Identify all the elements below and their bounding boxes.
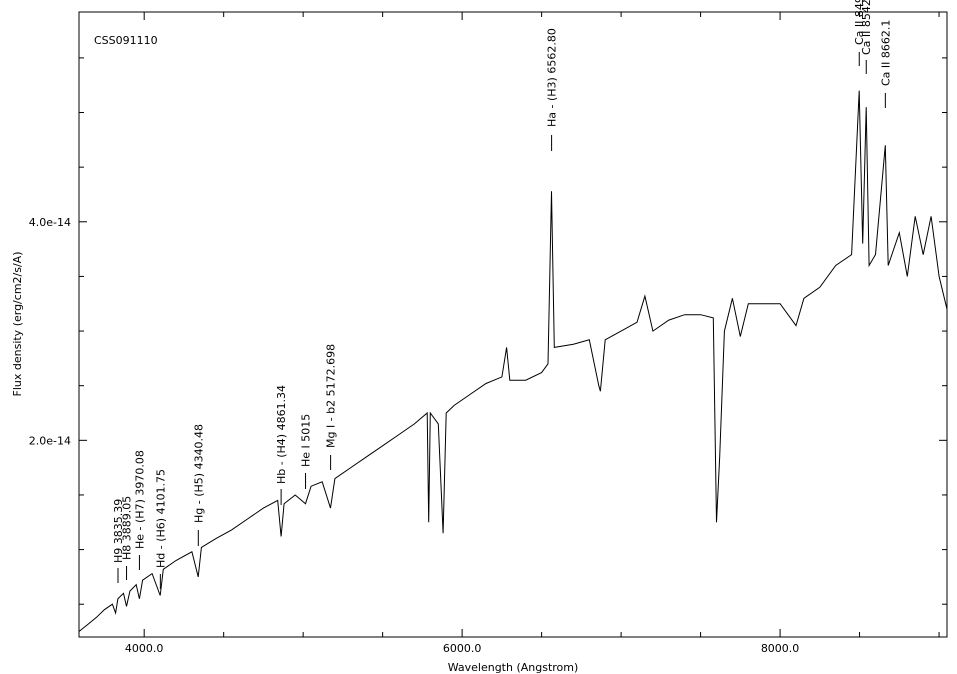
tick-labels: 4000.0 6000.0 8000.0 2.0e-14 4.0e-14 <box>29 216 800 655</box>
line-marker-label: He I 5015 <box>300 414 313 467</box>
plot-frame <box>78 11 948 638</box>
y-tick-label: 2.0e-14 <box>29 434 71 447</box>
x-tick-label: 8000.0 <box>761 642 800 655</box>
y-tick-label: 4.0e-14 <box>29 216 71 229</box>
line-marker-label: Hd - (H6) 4101.75 <box>154 469 167 568</box>
x-tick-label: 6000.0 <box>443 642 482 655</box>
x-tick-label: 4000.0 <box>125 642 164 655</box>
line-marker-label: Ca II 8542 <box>860 0 873 55</box>
object-label: CSS091110 <box>94 34 158 47</box>
spectrum-line <box>78 90 948 632</box>
line-marker-label: He - (H7) 3970.08 <box>133 450 146 549</box>
line-marker-label: Mg I - b2 5172.698 <box>325 344 338 448</box>
line-marker-label: Ha - (H3) 6562.80 <box>546 28 559 127</box>
x-axis-label: Wavelength (Angstrom) <box>448 661 579 674</box>
line-marker-label: Ca II 8662.1 <box>879 20 892 86</box>
line-marker-label: Hg - (H5) 4340.48 <box>192 424 205 523</box>
line-marker-label: H8 3889.05 <box>121 496 134 560</box>
axis-ticks <box>79 12 947 637</box>
line-marker-label: H9 3835.39 <box>112 499 125 563</box>
y-axis-label: Flux density (erg/cm2/s/A) <box>11 252 24 397</box>
line-marker-label: Ca II 8498 <box>853 0 866 45</box>
line-marker-label: Hb - (H4) 4861.34 <box>275 385 288 484</box>
